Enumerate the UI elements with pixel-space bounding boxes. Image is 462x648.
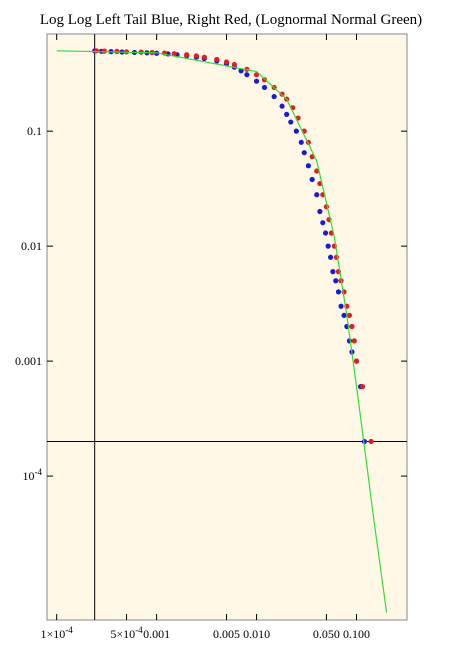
x-tick-label: 0.050 xyxy=(313,627,340,641)
data-point xyxy=(368,438,374,445)
data-point xyxy=(231,61,237,68)
x-tick-label: 1×10-4 xyxy=(41,625,74,641)
data-point xyxy=(314,168,320,174)
data-point xyxy=(317,208,323,215)
data-point xyxy=(101,48,107,54)
series-layer xyxy=(56,48,388,613)
data-point xyxy=(333,278,339,284)
x-tick-label: 0.001 xyxy=(143,627,170,641)
data-point xyxy=(320,220,326,226)
data-point xyxy=(351,338,357,344)
data-point xyxy=(261,84,268,91)
data-point xyxy=(171,51,177,57)
y-tick-label: 0.001 xyxy=(15,354,42,368)
data-point xyxy=(279,103,285,109)
data-point xyxy=(301,150,307,156)
data-point xyxy=(253,78,260,84)
data-point xyxy=(330,269,336,275)
y-tick-label: 0.1 xyxy=(27,124,42,138)
tick-marks xyxy=(47,34,407,620)
data-point xyxy=(114,48,120,55)
data-point xyxy=(349,323,355,330)
data-point xyxy=(284,111,290,117)
data-point xyxy=(305,163,311,169)
data-point xyxy=(325,243,331,249)
x-tick-label: 0.010 xyxy=(243,627,270,641)
chart-title: Log Log Left Tail Blue, Right Red, (Logn… xyxy=(40,12,422,28)
series-group xyxy=(56,50,388,613)
series-line xyxy=(56,50,388,613)
data-point xyxy=(335,289,342,295)
series-group xyxy=(93,48,374,445)
data-point xyxy=(341,312,347,318)
data-point xyxy=(244,72,250,78)
data-point xyxy=(288,119,294,125)
data-point xyxy=(346,312,353,318)
data-point xyxy=(261,77,268,83)
data-point xyxy=(298,139,304,145)
data-point xyxy=(271,93,277,100)
x-tick-label: 0.005 xyxy=(213,627,240,641)
data-point xyxy=(353,358,360,364)
data-point xyxy=(93,48,100,54)
y-tick-label: 0.01 xyxy=(21,239,42,253)
data-point xyxy=(359,384,366,390)
data-point xyxy=(193,53,199,59)
data-point xyxy=(293,128,299,134)
data-point xyxy=(184,52,190,58)
data-point xyxy=(322,230,329,236)
tick-labels: 1×10-4 5×10-4 0.001 0.005 0.010 0.050 0.1000.1… xyxy=(15,124,370,641)
data-point xyxy=(201,54,207,60)
data-point xyxy=(223,59,230,65)
data-point xyxy=(314,192,320,198)
x-tick-label: 5×10-4 xyxy=(110,625,143,641)
data-point xyxy=(309,176,315,183)
y-tick-label: 10-4 xyxy=(23,467,43,483)
data-point xyxy=(338,303,344,309)
x-tick-label: 0.100 xyxy=(343,627,370,641)
data-point xyxy=(214,56,220,63)
data-point xyxy=(327,254,334,260)
